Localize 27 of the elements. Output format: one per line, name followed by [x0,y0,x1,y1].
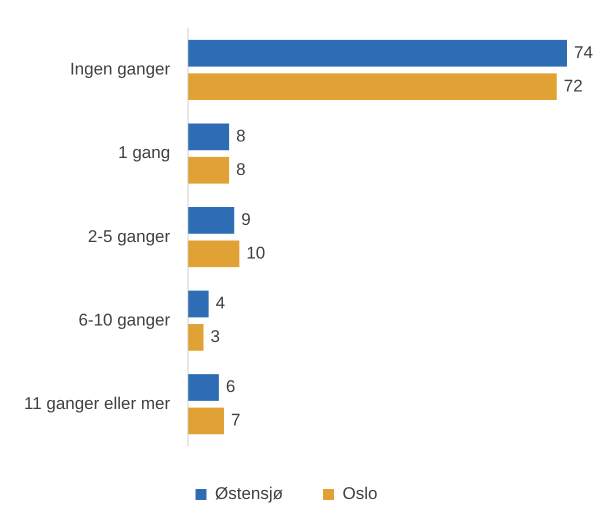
data-label: 9 [241,210,251,230]
y-tick-label: 6-10 ganger [78,310,170,330]
data-label: 7 [230,410,240,430]
bar [188,40,567,67]
data-label: 8 [236,160,246,179]
data-label: 74 [574,42,593,62]
bar [188,73,557,100]
data-label: 10 [246,244,266,262]
data-label: 72 [564,76,583,96]
bar [188,408,224,434]
bar [188,324,204,351]
bar [188,156,230,184]
data-label: 8 [236,126,246,146]
bar [188,290,209,318]
bar [188,374,219,401]
y-tick-label: 11 ganger eller mer [24,394,170,413]
data-label: 6 [226,377,236,396]
bar [188,123,230,150]
bar [188,207,234,234]
legend-label: Oslo [342,484,378,504]
legend-label: Østensjø [215,484,284,504]
data-label: 4 [216,294,226,313]
data-label: 3 [210,327,220,346]
y-tick-label: Ingen ganger [70,60,170,79]
y-tick-label: 2-5 ganger [88,226,170,246]
y-tick-label: 1 gang [118,143,170,162]
bar [188,240,240,268]
